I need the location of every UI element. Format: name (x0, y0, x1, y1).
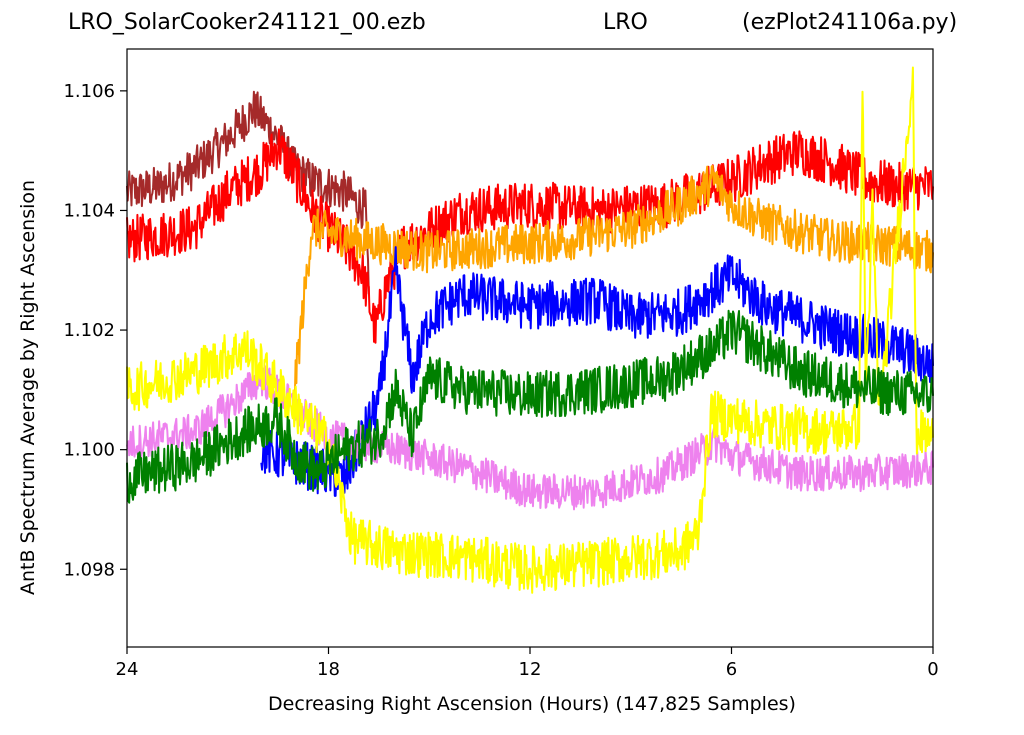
y-tick-label: 1.104 (63, 200, 115, 221)
y-tick-label: 1.100 (63, 440, 115, 461)
chart-title-file: LRO_SolarCooker241121_00.ezb (68, 10, 426, 35)
y-tick-label: 1.102 (63, 320, 115, 341)
x-tick-label: 18 (317, 659, 340, 680)
x-tick-label: 12 (519, 659, 542, 680)
x-tick-label: 0 (927, 659, 938, 680)
series-layer (126, 66, 934, 594)
series-line-3 (260, 246, 934, 497)
series-line-2 (293, 164, 934, 396)
x-axis-label: Decreasing Right Ascension (Hours) (147,… (268, 693, 796, 715)
chart-title-script: (ezPlot241106a.py) (742, 10, 958, 35)
x-axis: 24 18 12 6 0 (116, 647, 939, 680)
x-tick-label: 24 (116, 659, 139, 680)
chart-title-observatory: LRO (603, 10, 648, 35)
y-tick-label: 1.098 (63, 559, 115, 580)
y-axis-label: AntB Spectrum Average by Right Ascension (17, 179, 39, 595)
series-line-1 (126, 128, 934, 344)
x-tick-label: 6 (726, 659, 737, 680)
series-line-0 (126, 90, 370, 295)
y-tick-label: 1.106 (63, 81, 115, 102)
series-line-6 (126, 309, 934, 504)
series-line-5 (126, 66, 934, 594)
y-axis: 1.098 1.100 1.102 1.104 1.106 (63, 81, 127, 580)
